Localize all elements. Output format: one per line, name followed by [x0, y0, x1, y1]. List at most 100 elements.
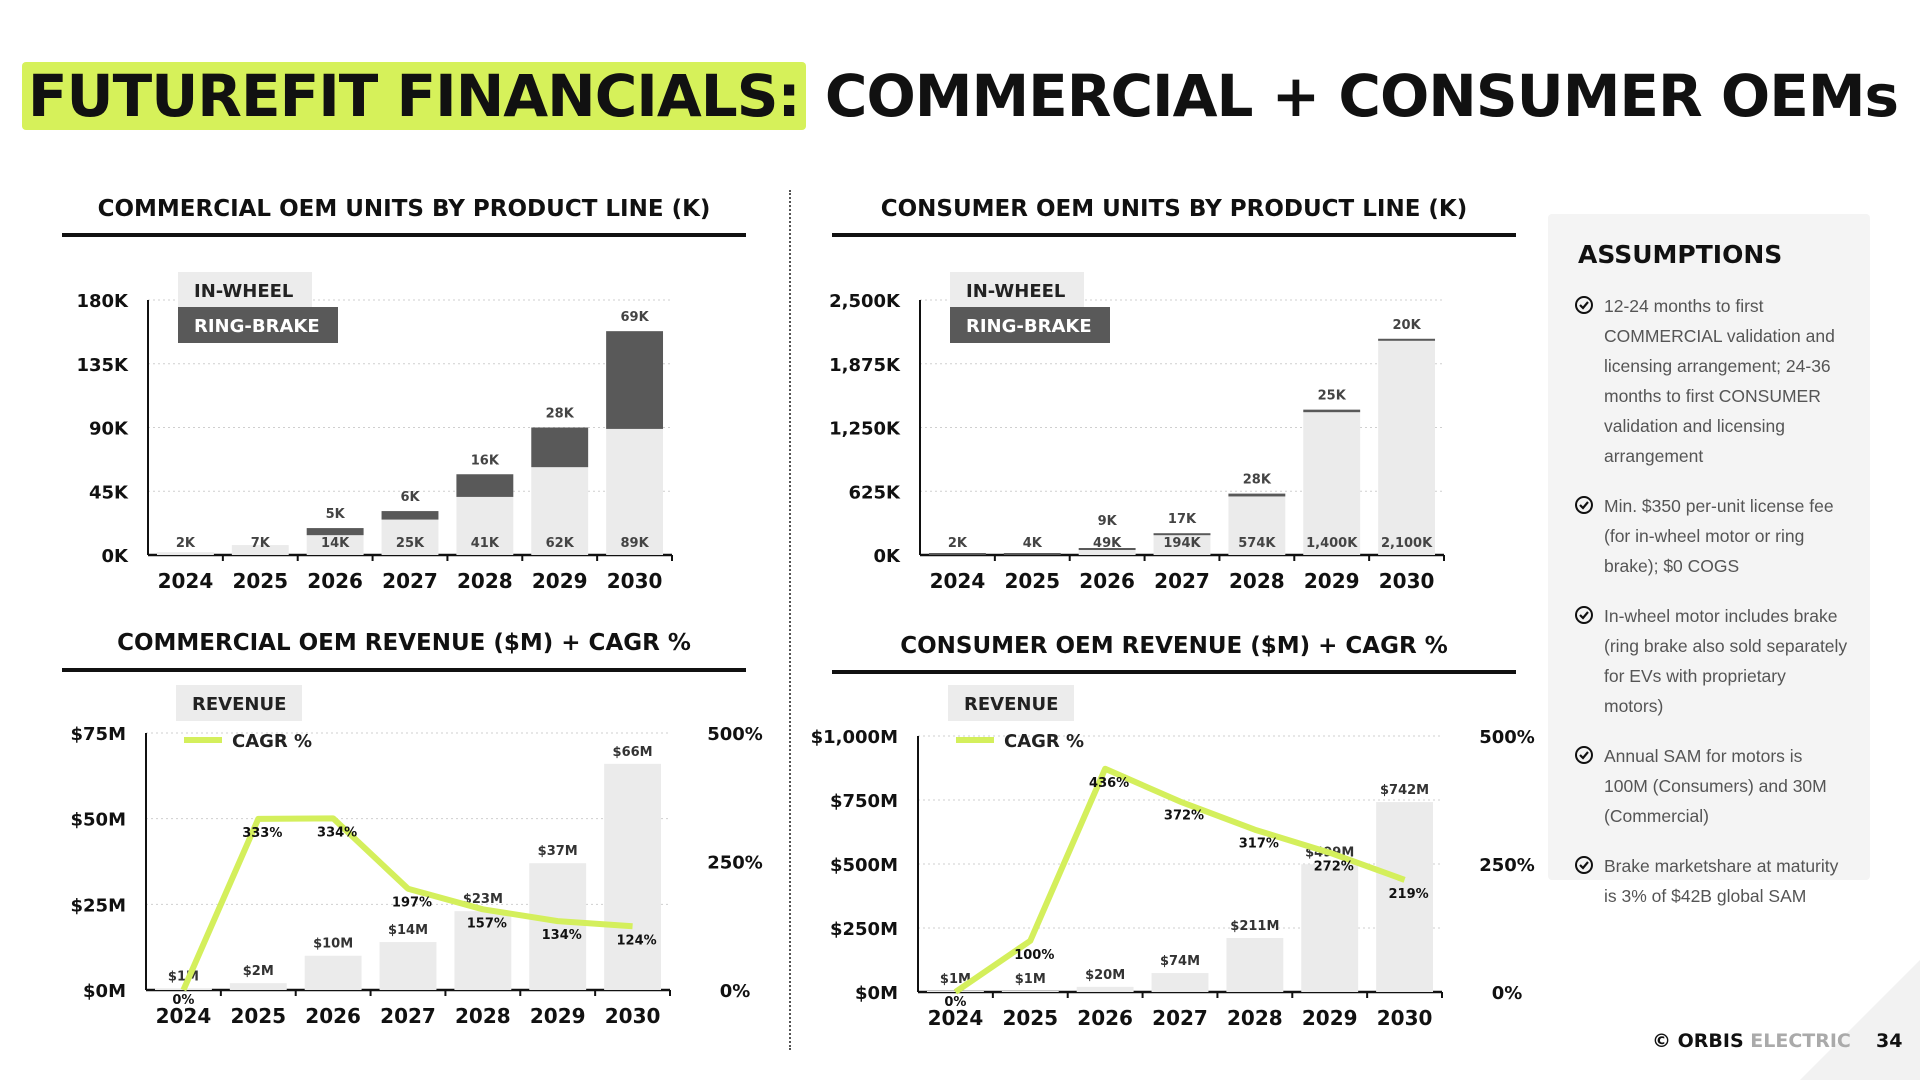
data-label-revenue: $23M — [463, 892, 503, 907]
bar-ring-brake — [1378, 338, 1436, 341]
data-label-in-wheel: 62K — [546, 536, 575, 551]
title-highlight: FUTUREFIT FINANCIALS: — [21, 62, 806, 130]
consumer-revenue-chart: $1,000M $750M $500M $250M $0M 2024 2025 2026 202… — [811, 685, 1535, 1030]
assumption-item: In-wheel motor includes brake (ring brak… — [1574, 601, 1850, 721]
legend-revenue-box — [176, 685, 302, 721]
bar-in-wheel — [456, 496, 514, 555]
x-tick-label: 2025 — [230, 1004, 286, 1028]
legend-cagr-label: CAGR % — [1004, 731, 1084, 752]
y2-tick-label: 500% — [1479, 727, 1535, 748]
x-tick-label: 2027 — [1152, 1006, 1208, 1030]
assumption-text: Brake marketshare at maturity is 3% of $… — [1604, 856, 1839, 906]
data-label-ring-brake: 9K — [1098, 514, 1118, 529]
x-tick-label: 2029 — [1304, 569, 1360, 593]
data-label-ring-brake: 28K — [1243, 473, 1272, 488]
y-tick-label: 90K — [89, 419, 129, 440]
data-label-revenue: $20M — [1085, 968, 1125, 983]
x-tick-label: 2029 — [532, 569, 588, 593]
data-label-in-wheel: 49K — [1093, 536, 1122, 551]
chart3-heading-rule — [62, 668, 746, 672]
data-label-ring-brake: 4K — [1023, 536, 1043, 551]
data-label-cagr: 0% — [172, 993, 194, 1008]
bar-in-wheel — [381, 519, 439, 555]
y2-tick-label: 0% — [1492, 983, 1523, 1004]
legend-ring-brake-label: RING-BRAKE — [966, 316, 1092, 337]
y-tick-label: 1,875K — [829, 355, 901, 376]
chart2-heading: CONSUMER OEM UNITS BY PRODUCT LINE (K) — [880, 196, 1468, 222]
y-tick-label: 0K — [874, 546, 902, 567]
data-label-in-wheel: 574K — [1238, 536, 1276, 551]
corner-decoration — [1800, 960, 1920, 1080]
bar-ring-brake — [306, 528, 364, 536]
footer-brand: © ORBIS ELECTRIC — [1652, 1030, 1851, 1052]
x-tick-label: 2028 — [455, 1004, 511, 1028]
bar-revenue — [379, 942, 437, 990]
bar-in-wheel — [1228, 496, 1286, 555]
assumption-item: Brake marketshare at maturity is 3% of $… — [1574, 851, 1850, 911]
bar-revenue — [1001, 991, 1059, 992]
x-tick-label: 2027 — [382, 569, 438, 593]
x-tick-label: 2028 — [1227, 1006, 1283, 1030]
bar-in-wheel — [1303, 412, 1361, 555]
panel-divider — [789, 190, 791, 1050]
legend-revenue-box — [948, 685, 1074, 721]
x-tick-label: 2025 — [1002, 1006, 1058, 1030]
y-tick-label: 45K — [89, 482, 129, 503]
data-label-ring-brake: 25K — [1318, 389, 1347, 404]
data-label-revenue: $211M — [1230, 919, 1279, 934]
chart4-heading-rule — [832, 670, 1516, 674]
y-tick-label: 180K — [76, 291, 129, 312]
assumption-item: Annual SAM for motors is 100M (Consumers… — [1574, 741, 1850, 831]
legend-in-wheel-label: IN-WHEEL — [966, 281, 1065, 302]
data-label-ring-brake: 16K — [471, 453, 500, 468]
data-label-in-wheel: 1,400K — [1306, 536, 1358, 551]
assumption-item: 12-24 months to first COMMERCIAL validat… — [1574, 291, 1850, 471]
legend-ring-brake-label: RING-BRAKE — [194, 316, 320, 337]
x-tick-label: 2024 — [156, 1004, 212, 1028]
data-label-cagr: 333% — [242, 826, 282, 841]
chart3-heading: COMMERCIAL OEM REVENUE ($M) + CAGR % — [117, 630, 691, 656]
bar-in-wheel — [1078, 550, 1136, 555]
data-label-ring-brake: 5K — [326, 507, 346, 522]
bar-ring-brake — [1153, 533, 1211, 536]
x-tick-label: 2024 — [928, 1006, 984, 1030]
data-label-cagr: 219% — [1388, 887, 1428, 902]
x-tick-label: 2026 — [1077, 1006, 1133, 1030]
bar-ring-brake — [456, 474, 514, 497]
data-label-cagr: 372% — [1164, 809, 1204, 824]
x-tick-label: 2026 — [305, 1004, 361, 1028]
bar-in-wheel — [231, 545, 289, 555]
data-label-ring-brake: 17K — [1168, 512, 1197, 527]
y-tick-label: 625K — [848, 482, 901, 503]
x-tick-label: 2025 — [232, 569, 288, 593]
y2-tick-label: 250% — [707, 853, 763, 874]
legend-in-wheel-label: IN-WHEEL — [194, 281, 293, 302]
assumption-text: 12-24 months to first COMMERCIAL validat… — [1604, 296, 1835, 466]
bar-revenue — [1151, 973, 1209, 992]
y-tick-label: $75M — [71, 724, 127, 745]
data-label-ring-brake: 2K — [948, 536, 968, 551]
check-circle-icon — [1575, 496, 1593, 514]
legend-ring-brake-box — [950, 307, 1110, 343]
data-label-in-wheel: 7K — [251, 536, 271, 551]
assumptions-list: 12-24 months to first COMMERCIAL validat… — [1548, 291, 1870, 911]
y-tick-label: $25M — [71, 895, 127, 916]
brand-bold: © ORBIS — [1652, 1030, 1744, 1052]
y-tick-label: 135K — [76, 355, 129, 376]
y-tick-label: 1,250K — [829, 419, 901, 440]
data-label-ring-brake: 6K — [400, 490, 420, 505]
x-tick-label: 2029 — [1302, 1006, 1358, 1030]
data-label-cagr: 124% — [616, 933, 656, 948]
legend-in-wheel-box — [950, 272, 1084, 308]
y-tick-label: 2,500K — [829, 291, 901, 312]
data-label-revenue: $742M — [1380, 783, 1429, 798]
data-label-in-wheel: 25K — [396, 536, 425, 551]
data-label-ring-brake: 20K — [1392, 318, 1421, 333]
bar-ring-brake — [606, 331, 664, 429]
data-label-revenue: $2M — [243, 964, 274, 979]
bar-in-wheel — [156, 552, 214, 555]
data-label-cagr: 272% — [1314, 860, 1354, 875]
x-tick-label: 2028 — [1229, 569, 1285, 593]
chart2-heading-rule — [832, 233, 1516, 237]
bar-revenue — [1376, 802, 1434, 992]
